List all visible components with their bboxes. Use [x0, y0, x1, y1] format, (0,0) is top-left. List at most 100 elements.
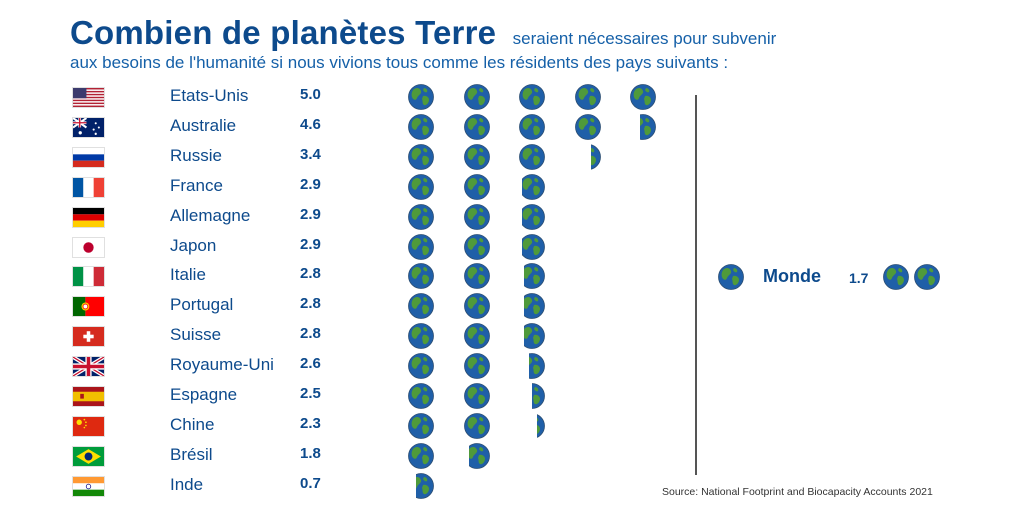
- value-label: 2.9: [300, 235, 321, 253]
- value-label: 2.9: [300, 175, 321, 193]
- earth-globe-icon: [463, 143, 490, 170]
- earth-globe-icon: [408, 173, 434, 200]
- globe-bar: [408, 263, 688, 290]
- title-continuation: seraient nécessaires pour subvenir: [512, 29, 777, 48]
- partial-globe-icon: [468, 442, 490, 469]
- flag-fr-icon: [73, 177, 104, 197]
- value-label: 2.8: [300, 325, 321, 343]
- country-label: Brésil: [170, 444, 213, 464]
- earth-globe-icon: [463, 323, 490, 350]
- partial-globe-icon: [532, 383, 545, 409]
- earth-globe-icon: [574, 113, 601, 140]
- country-row: Portugal 2.8: [0, 291, 680, 321]
- globe-bar: [408, 113, 688, 140]
- country-label: Inde: [170, 474, 204, 494]
- flag-us-icon: [73, 88, 104, 107]
- earth-globe-icon: [463, 113, 490, 140]
- country-row: Etats-Unis 5.0: [0, 82, 680, 112]
- value-label: 4.6: [300, 115, 321, 133]
- partial-globe-icon: [524, 323, 545, 350]
- divider-line: [695, 95, 697, 475]
- flag-au-icon: [73, 117, 104, 137]
- partial-globe-icon: [590, 144, 601, 170]
- globe-bar: [408, 442, 688, 469]
- world-value: 1.7: [849, 270, 869, 286]
- country-label: Etats-Unis: [170, 86, 249, 105]
- country-label: France: [170, 175, 223, 195]
- value-label: 2.8: [300, 265, 321, 283]
- earth-globe-icon: [519, 143, 545, 170]
- earth-globe-icon: [519, 84, 545, 110]
- earth-globe-icon: [408, 323, 434, 350]
- earth-globe-icon: [463, 233, 490, 260]
- earth-globe-icon: [574, 84, 601, 110]
- source-note: Source: National Footprint and Biocapaci…: [662, 486, 933, 498]
- earth-globe-icon: [408, 203, 434, 230]
- partial-globe-icon: [529, 353, 545, 379]
- earth-globe-icon: [408, 293, 434, 320]
- country-label: Royaume-Uni: [170, 355, 274, 375]
- flag-pt-icon: [73, 297, 104, 317]
- country-row: Royaume-Uni 2.6: [0, 351, 680, 381]
- flag-jp-icon: [73, 237, 104, 257]
- partial-globe-icon: [522, 173, 545, 200]
- earth-globe-icon: [408, 353, 434, 379]
- value-label: 5.0: [300, 86, 321, 103]
- globe-bar: [408, 472, 688, 499]
- value-label: 3.4: [300, 145, 321, 163]
- partial-globe-icon: [522, 233, 545, 260]
- globe-bar: [408, 173, 688, 200]
- earth-globe-icon: [408, 442, 434, 469]
- country-label: Portugal: [170, 295, 234, 315]
- globe-bar: [408, 353, 688, 379]
- globe-bar: [408, 323, 688, 350]
- flag-cn-icon: [73, 416, 104, 436]
- globe-bar: [408, 84, 688, 110]
- earth-globe-icon: [463, 383, 490, 409]
- country-label: Espagne: [170, 385, 238, 404]
- globe-bar: [408, 383, 688, 409]
- country-row: Suisse 2.8: [0, 321, 680, 351]
- flag-it-icon: [73, 267, 104, 287]
- flag-ru-icon: [73, 147, 104, 167]
- partial-globe-icon: [522, 203, 545, 230]
- country-row: Chine 2.3: [0, 411, 680, 441]
- flag-es-icon: [73, 387, 104, 406]
- value-label: 2.9: [300, 205, 321, 223]
- chart-title: Combien de planètes Terre seraient néces…: [70, 14, 776, 52]
- earth-globe-icon: [519, 113, 545, 140]
- earth-globe-icon: [408, 143, 434, 170]
- earth-globe-icon: [408, 412, 434, 439]
- country-row: Australie 4.6: [0, 112, 680, 142]
- value-label: 0.7: [300, 474, 321, 492]
- value-label: 1.8: [300, 444, 321, 462]
- earth-globe-icon: [463, 203, 490, 230]
- country-label: Russie: [170, 145, 222, 165]
- earth-globe-icon: [463, 293, 490, 320]
- country-label: Japon: [170, 235, 217, 255]
- earth-globe-icon: [463, 173, 490, 200]
- world-reference: Monde 1.7: [718, 262, 968, 292]
- value-label: 2.6: [300, 355, 321, 373]
- globe-bar: [408, 293, 688, 320]
- earth-globe-icon: [408, 263, 434, 290]
- globe-bar: [408, 412, 688, 439]
- value-label: 2.5: [300, 385, 321, 402]
- earth-globe-icon: [408, 84, 434, 110]
- country-row: Italie 2.8: [0, 261, 680, 291]
- value-label: 2.8: [300, 295, 321, 313]
- earth-globe-icon: [408, 113, 434, 140]
- flag-ch-icon: [73, 327, 104, 347]
- chart-subtitle: aux besoins de l'humanité si nous vivion…: [70, 53, 729, 72]
- country-row: Russie 3.4: [0, 142, 680, 172]
- earth-globe-icon: [463, 263, 490, 290]
- earth-globe-icon: [463, 412, 490, 439]
- country-label: Italie: [170, 265, 206, 285]
- flag-br-icon: [73, 446, 104, 466]
- country-row: France 2.9: [0, 172, 680, 202]
- partial-globe-icon: [640, 113, 656, 140]
- partial-globe-icon: [524, 293, 545, 320]
- globe-bar: [408, 143, 688, 170]
- country-row: Inde 0.7: [0, 471, 680, 501]
- world-label: Monde: [763, 266, 821, 286]
